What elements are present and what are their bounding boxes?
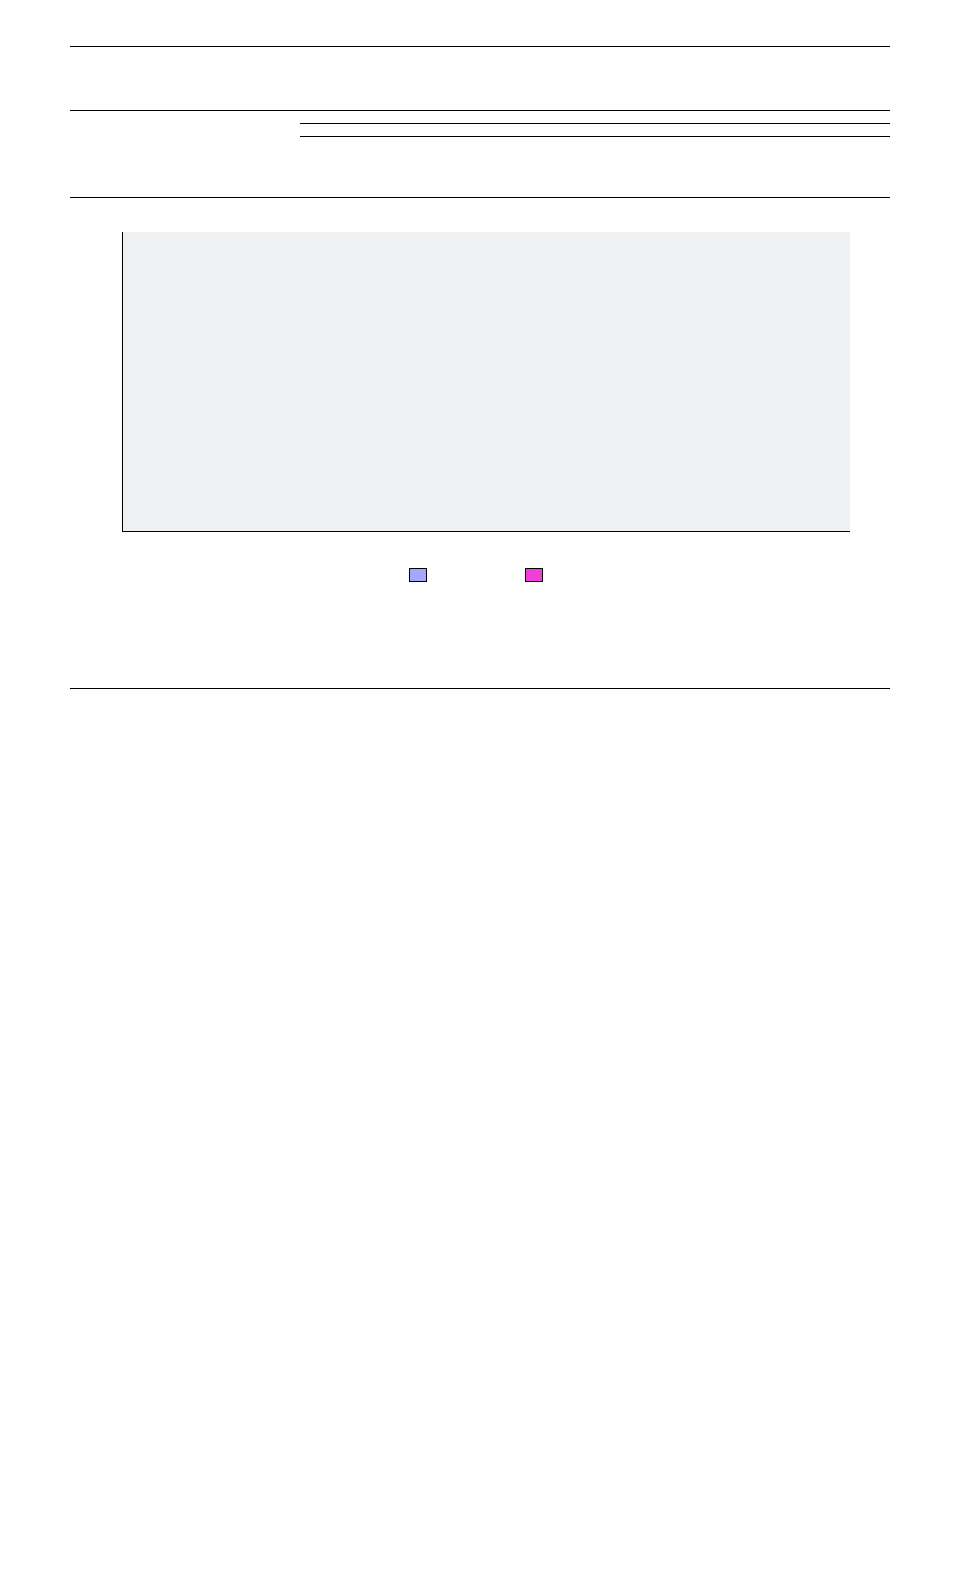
header-rule bbox=[70, 46, 890, 47]
cell-w bbox=[772, 161, 890, 173]
table-row bbox=[70, 185, 890, 198]
cell-d bbox=[654, 161, 772, 173]
col-stub-head bbox=[70, 111, 201, 137]
col-B-head bbox=[418, 124, 536, 137]
cell-w bbox=[772, 185, 890, 198]
cell-a bbox=[300, 137, 418, 150]
cell-area bbox=[70, 185, 201, 198]
col-whole-head bbox=[772, 124, 890, 137]
cell-w bbox=[772, 149, 890, 161]
cell-n bbox=[201, 161, 299, 173]
x-tick bbox=[362, 538, 485, 556]
cell-c bbox=[536, 173, 654, 185]
bars-container bbox=[123, 232, 850, 531]
col-A-head bbox=[300, 124, 418, 137]
cell-w bbox=[772, 137, 890, 150]
cell-d bbox=[654, 185, 772, 198]
x-ticks bbox=[168, 538, 850, 556]
cell-d bbox=[654, 149, 772, 161]
cell-c bbox=[536, 185, 654, 198]
table-row bbox=[70, 161, 890, 173]
cell-c bbox=[536, 137, 654, 150]
cell-w bbox=[772, 173, 890, 185]
cell-n bbox=[201, 137, 299, 150]
cell-area bbox=[70, 149, 201, 161]
table-row bbox=[70, 137, 890, 150]
cell-b bbox=[418, 137, 536, 150]
plot-area bbox=[122, 232, 850, 532]
footer-rule bbox=[70, 688, 890, 689]
cell-b bbox=[418, 173, 536, 185]
cell-b bbox=[418, 185, 536, 198]
cell-c bbox=[536, 149, 654, 161]
table-5 bbox=[70, 110, 890, 198]
cell-c bbox=[536, 161, 654, 173]
cell-d bbox=[654, 137, 772, 150]
cell-n bbox=[201, 173, 299, 185]
figure-3 bbox=[110, 232, 850, 584]
col-spanner bbox=[300, 111, 890, 124]
legend-item-a bbox=[409, 566, 435, 584]
legend bbox=[110, 566, 850, 584]
legend-item-b bbox=[525, 566, 551, 584]
col-C-head bbox=[536, 124, 654, 137]
page bbox=[0, 0, 960, 755]
chart-area bbox=[110, 232, 850, 532]
x-tick bbox=[533, 538, 656, 556]
cell-n bbox=[201, 149, 299, 161]
col-n-head bbox=[201, 111, 299, 137]
cell-area bbox=[70, 137, 201, 150]
table-row bbox=[70, 149, 890, 161]
cell-area bbox=[70, 161, 201, 173]
col-D-head bbox=[654, 124, 772, 137]
x-tick bbox=[192, 538, 315, 556]
table-row bbox=[70, 173, 890, 185]
cell-a bbox=[300, 161, 418, 173]
legend-swatch-a bbox=[409, 568, 427, 582]
cell-a bbox=[300, 185, 418, 198]
cell-b bbox=[418, 161, 536, 173]
x-tick bbox=[703, 538, 826, 556]
cell-a bbox=[300, 149, 418, 161]
cell-a bbox=[300, 173, 418, 185]
cell-b bbox=[418, 149, 536, 161]
cell-area bbox=[70, 173, 201, 185]
figure-caption bbox=[70, 606, 890, 630]
y-axis-label bbox=[110, 232, 116, 532]
cell-n bbox=[201, 185, 299, 198]
legend-swatch-b bbox=[525, 568, 543, 582]
cell-d bbox=[654, 173, 772, 185]
table-caption bbox=[70, 69, 890, 92]
